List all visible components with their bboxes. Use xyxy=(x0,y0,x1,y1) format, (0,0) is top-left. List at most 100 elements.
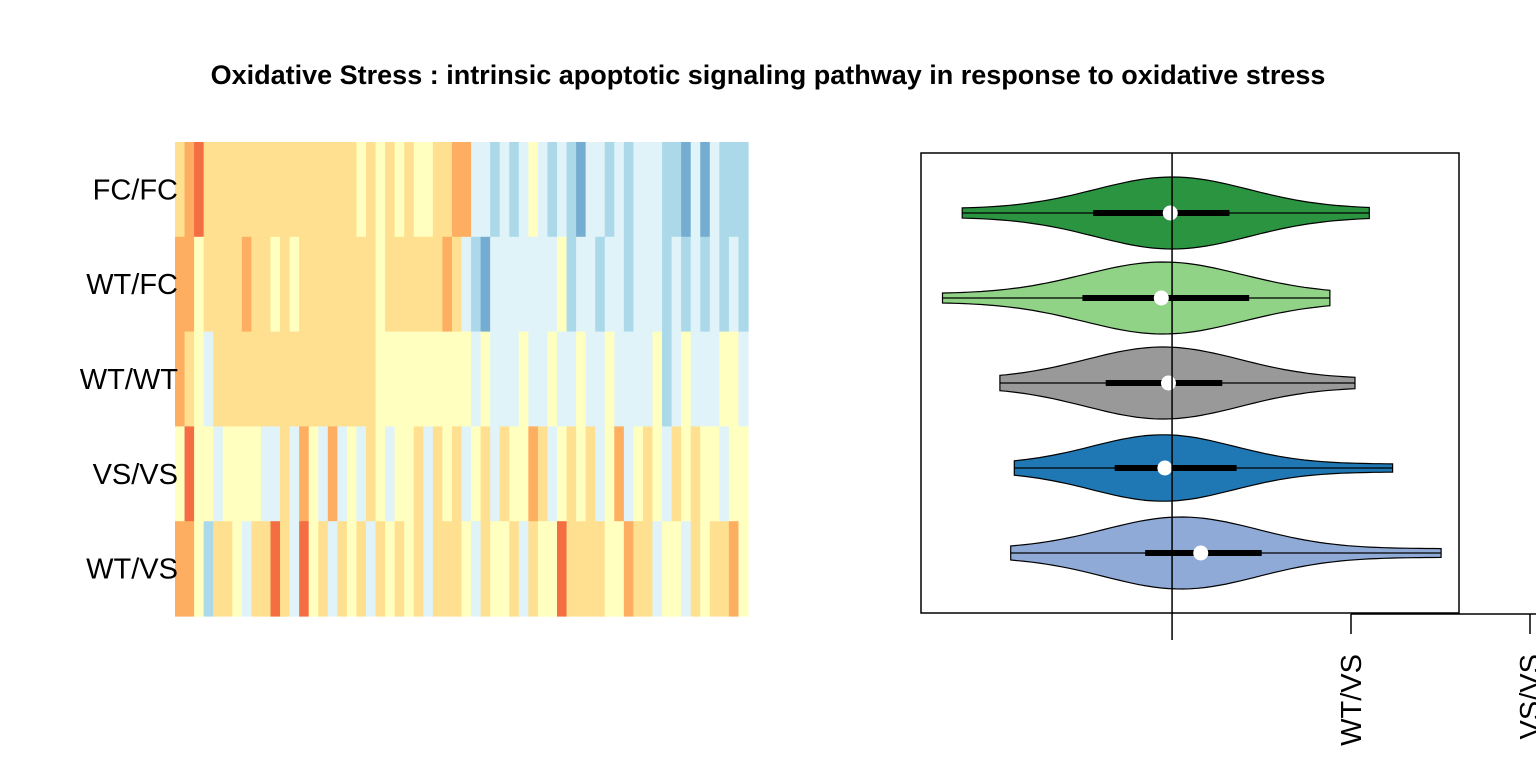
heatmap-cell xyxy=(738,521,749,617)
heatmap-cell xyxy=(681,236,692,333)
heatmap-cell xyxy=(175,521,186,617)
heatmap-cell xyxy=(509,331,520,427)
heatmap-cell xyxy=(232,236,243,333)
heatmap-cell xyxy=(346,521,358,617)
heatmap-cell xyxy=(232,426,243,522)
heatmap-cell xyxy=(184,236,195,333)
heatmap-cell xyxy=(251,331,262,427)
heatmap-cell xyxy=(585,142,596,238)
heatmap-cell xyxy=(337,521,348,617)
heatmap-cell xyxy=(471,521,482,617)
heatmap-cell xyxy=(528,331,539,427)
heatmap-cell xyxy=(366,426,377,522)
heatmap-cell xyxy=(499,236,510,333)
heatmap-cell xyxy=(213,521,224,617)
heatmap-cell xyxy=(260,142,272,238)
heatmap-cell xyxy=(642,142,654,238)
heatmap-cell xyxy=(241,521,252,617)
heatmap-cell xyxy=(671,331,682,427)
heatmap-cell xyxy=(528,521,539,617)
heatmap-cell xyxy=(557,236,568,333)
heatmap-cell xyxy=(194,426,205,522)
heatmap-cell xyxy=(346,331,358,427)
violin-median-point xyxy=(1157,460,1173,476)
heatmap-cell xyxy=(537,521,549,617)
heatmap-cell xyxy=(557,521,568,617)
heatmap-cell xyxy=(451,426,463,522)
heatmap-cell xyxy=(623,236,634,333)
heatmap-cell xyxy=(518,521,529,617)
violin-median-point xyxy=(1160,375,1176,391)
heatmap-cell xyxy=(213,236,224,333)
heatmap-cell xyxy=(241,331,252,427)
heatmap-cell xyxy=(557,331,568,427)
heatmap-cell xyxy=(719,236,730,333)
heatmap-cell xyxy=(318,236,329,333)
heatmap-cell xyxy=(509,236,520,333)
heatmap-cell xyxy=(461,521,472,617)
heatmap-cell xyxy=(547,331,558,427)
violin-median-point xyxy=(1162,205,1178,221)
heatmap-cell xyxy=(633,331,644,427)
heatmap-cell xyxy=(251,426,262,522)
heatmap-cell xyxy=(480,331,491,427)
heatmap-cell xyxy=(270,426,281,522)
heatmap-cell xyxy=(633,521,644,617)
heatmap-cell xyxy=(709,236,720,333)
heatmap-cell xyxy=(432,142,443,238)
heatmap-cell xyxy=(528,142,539,238)
heatmap-cell xyxy=(375,236,386,333)
heatmap-cell xyxy=(356,521,367,617)
heatmap-cell xyxy=(280,236,291,333)
heatmap-cell xyxy=(394,142,405,238)
heatmap-cell xyxy=(595,521,606,617)
heatmap-cell xyxy=(356,236,367,333)
heatmap-row-label: VS/VS xyxy=(93,459,178,491)
violin-wt-vs xyxy=(1010,516,1442,590)
axis-tick-label: VS/VS xyxy=(1515,654,1536,739)
heatmap-cell xyxy=(241,426,252,522)
heatmap-cell xyxy=(423,142,434,238)
chart-title: Oxidative Stress : intrinsic apoptotic s… xyxy=(210,60,1326,90)
heatmap-cell xyxy=(327,142,338,238)
heatmap-cell xyxy=(471,331,482,427)
heatmap-cell xyxy=(404,521,415,617)
heatmap-cell xyxy=(442,521,453,617)
heatmap-cell xyxy=(461,236,472,333)
heatmap-cell xyxy=(595,142,606,238)
heatmap-cell xyxy=(222,236,233,333)
heatmap-cell xyxy=(251,521,262,617)
heatmap-cell xyxy=(241,142,252,238)
heatmap-cell xyxy=(728,521,740,617)
heatmap-cell xyxy=(385,331,396,427)
heatmap-cell xyxy=(662,426,673,522)
violin-iqr-box xyxy=(1093,210,1230,216)
heatmap-cell xyxy=(499,331,510,427)
heatmap-cell xyxy=(423,521,434,617)
violin-wt-fc xyxy=(941,261,1331,335)
heatmap-cell xyxy=(595,426,606,522)
heatmap-cell xyxy=(662,331,673,427)
heatmap-cell xyxy=(289,521,300,617)
heatmap-cell xyxy=(642,331,654,427)
heatmap-cell xyxy=(442,142,453,238)
heatmap-cell xyxy=(671,142,682,238)
heatmap-cell xyxy=(471,236,482,333)
heatmap-cell xyxy=(213,426,224,522)
heatmap-cell xyxy=(308,331,319,427)
heatmap-cell xyxy=(585,521,596,617)
heatmap-cell xyxy=(451,236,463,333)
heatmap-cell xyxy=(547,142,558,238)
heatmap-cell xyxy=(700,142,711,238)
heatmap-cell xyxy=(203,426,214,522)
heatmap-cell xyxy=(184,521,195,617)
heatmap-cell xyxy=(232,521,243,617)
heatmap-cell xyxy=(318,142,329,238)
heatmap-cell xyxy=(700,236,711,333)
heatmap-cell xyxy=(394,236,405,333)
heatmap-cell xyxy=(518,331,529,427)
heatmap-cell xyxy=(652,236,663,333)
heatmap-cell xyxy=(260,521,272,617)
violin-vs-vs xyxy=(1013,434,1394,502)
heatmap-cell xyxy=(413,426,424,522)
